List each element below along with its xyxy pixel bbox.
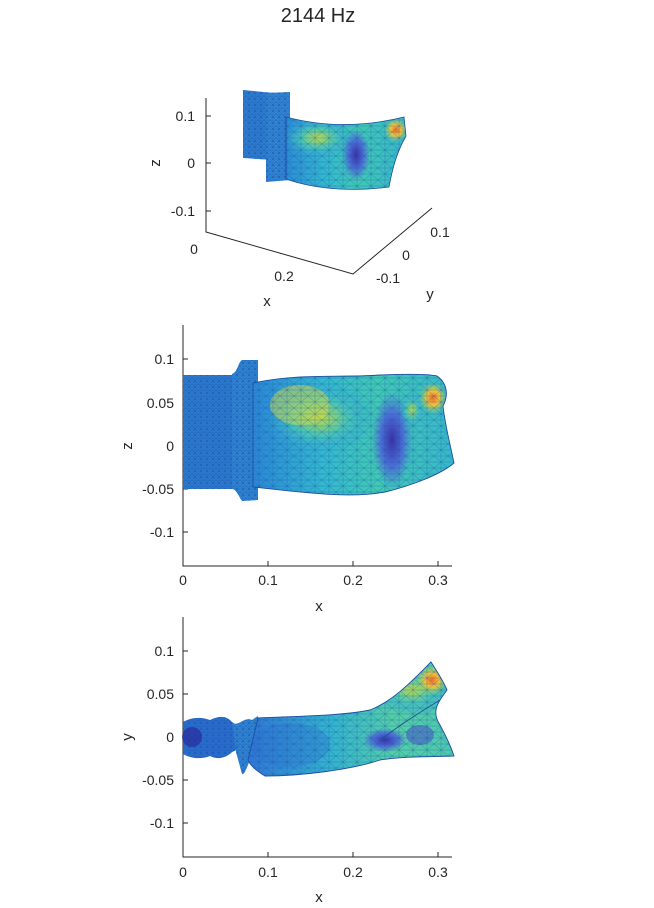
xz-y-tick-label: 0.1: [155, 351, 175, 367]
iso-y-tick-label: -0.1: [376, 270, 400, 286]
iso-view-panel: 0.1 0 -0.1 z 0 0.2 x 0.1 0 -0.1 y: [147, 90, 450, 310]
xz-y-axis-label: z: [119, 442, 136, 450]
iso-x-tick-label: 0: [190, 241, 198, 257]
xy-x-tick-marks: [182, 852, 439, 857]
xz-y-tick-label: -0.1: [150, 524, 174, 540]
iso-y-axis-label: y: [426, 286, 434, 303]
xy-x-tick-label: 0.1: [258, 864, 278, 880]
xy-y-tick-label: 0.1: [155, 643, 175, 659]
iso-z-tick-marks: [206, 115, 211, 212]
xz-x-tick-label: 0.2: [343, 572, 363, 588]
xy-y-tick-label: 0: [166, 729, 174, 745]
xy-y-tick-label: -0.1: [150, 815, 174, 831]
xz-view-panel: 0.1 0.05 0 -0.05 -0.1 0 0.1 0.2 0.3 x z: [119, 325, 455, 615]
xz-y-tick-label: -0.05: [142, 481, 174, 497]
xz-y-tick-label: 0.05: [147, 395, 174, 411]
xy-mesh-surface: [182, 661, 455, 777]
iso-z-tick-label: -0.1: [171, 203, 195, 219]
xz-mesh-surface: [183, 360, 455, 501]
xy-y-tick-label: 0.05: [147, 686, 174, 702]
iso-z-axis-label: z: [147, 159, 164, 167]
xy-y-tick-label: -0.05: [142, 772, 174, 788]
iso-x-axis-label: x: [263, 293, 271, 310]
xy-x-axis-label: x: [315, 889, 323, 906]
iso-z-tick-label: 0: [187, 155, 195, 171]
xz-x-axis-label: x: [315, 598, 323, 615]
iso-mesh-surface: [243, 90, 407, 190]
iso-axes-frame: [205, 98, 433, 275]
xy-x-tick-label: 0.3: [428, 864, 448, 880]
xy-view-panel: 0.1 0.05 0 -0.05 -0.1 0 0.1 0.2 0.3 x y: [119, 617, 455, 906]
iso-z-tick-label: 0.1: [176, 108, 196, 124]
xy-y-axis-label: y: [119, 733, 136, 741]
xz-x-tick-label: 0.1: [258, 572, 278, 588]
figure-title: 2144 Hz: [281, 5, 356, 27]
xz-y-tick-label: 0: [166, 438, 174, 454]
xz-x-tick-marks: [182, 561, 439, 566]
xy-x-tick-label: 0: [179, 864, 187, 880]
xz-x-tick-label: 0: [179, 572, 187, 588]
xz-x-tick-label: 0.3: [428, 572, 448, 588]
iso-y-tick-label: 0.1: [430, 224, 450, 240]
iso-x-tick-label: 0.2: [274, 268, 294, 284]
iso-y-tick-label: 0: [402, 247, 410, 263]
xy-x-tick-label: 0.2: [343, 864, 363, 880]
